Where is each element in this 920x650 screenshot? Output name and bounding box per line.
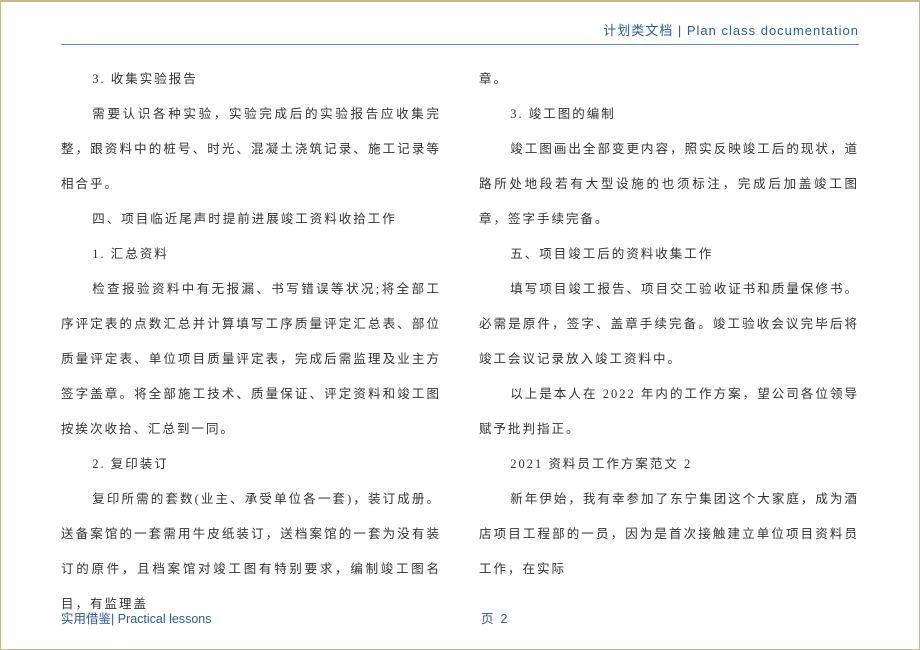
para: 新年伊始，我有幸参加了东宁集团这个大家庭，成为酒店项目工程部的一员，因为是首次接…: [479, 482, 859, 587]
right-column: 章。 3. 竣工图的编制 竣工图画出全部变更内容，照实反映竣工后的现状，道路所处…: [479, 62, 859, 589]
para: 复印所需的套数(业主、承受单位各一套)，装订成册。送备案馆的一套需用牛皮纸装订，…: [61, 482, 441, 622]
left-column: 3. 收集实验报告 需要认识各种实验，实验完成后的实验报告应收集完整，跟资料中的…: [61, 62, 441, 589]
para: 2021 资料员工作方案范文 2: [479, 447, 859, 482]
header-rule: [61, 44, 859, 45]
para: 2. 复印装订: [61, 447, 441, 482]
text-columns: 3. 收集实验报告 需要认识各种实验，实验完成后的实验报告应收集完整，跟资料中的…: [61, 62, 859, 589]
para: 1. 汇总资料: [61, 237, 441, 272]
para: 3. 收集实验报告: [61, 62, 441, 97]
para: 检查报验资料中有无报漏、书写错误等状况;将全部工序评定表的点数汇总并计算填写工序…: [61, 272, 441, 447]
para: 竣工图画出全部变更内容，照实反映竣工后的现状，道路所处地段若有大型设施的也须标注…: [479, 132, 859, 237]
para: 四、项目临近尾声时提前进展竣工资料收拾工作: [61, 202, 441, 237]
para: 章。: [479, 62, 859, 97]
para: 3. 竣工图的编制: [479, 97, 859, 132]
page-label: 页: [481, 612, 494, 626]
para: 填写项目竣工报告、项目交工验收证书和质量保修书。必需是原件，签字、盖章手续完备。…: [479, 272, 859, 377]
page-number: 2: [500, 612, 507, 626]
para: 五、项目竣工后的资料收集工作: [479, 237, 859, 272]
footer-page: 页 2: [481, 608, 507, 627]
footer-left: 实用借鉴| Practical lessons: [61, 608, 212, 627]
header-text: 计划类文档 | Plan class documentation: [603, 20, 859, 39]
para: 以上是本人在 2022 年内的工作方案，望公司各位领导赋予批判指正。: [479, 377, 859, 447]
para: 需要认识各种实验，实验完成后的实验报告应收集完整，跟资料中的桩号、时光、混凝土浇…: [61, 97, 441, 202]
